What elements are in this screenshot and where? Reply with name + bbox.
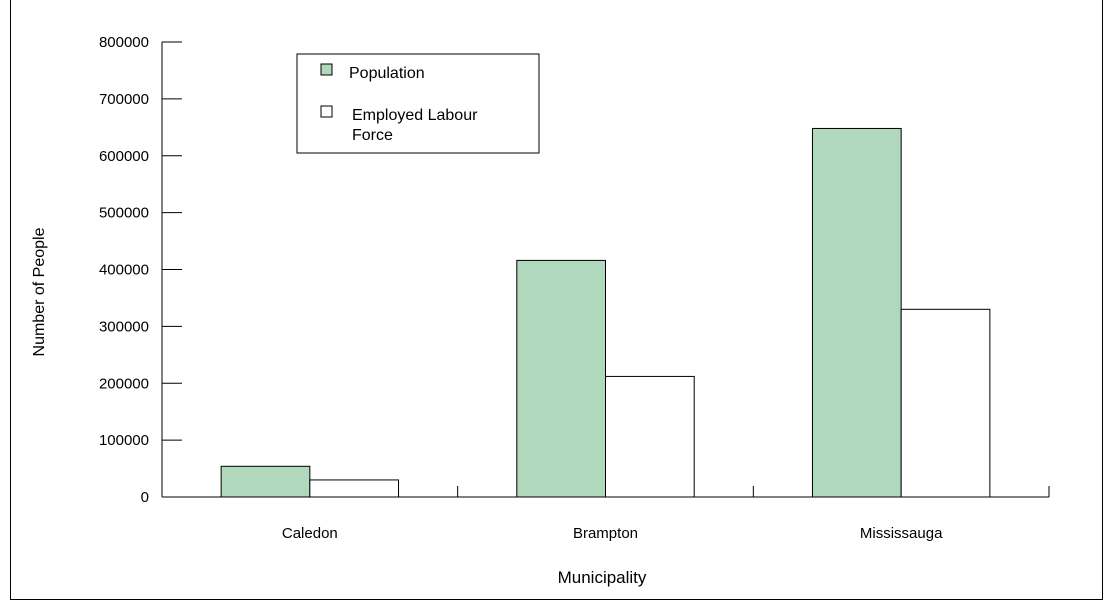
x-axis-label: Municipality (558, 568, 647, 587)
bar-employed-labour-force-mississauga (900, 308, 991, 498)
y-axis: 0 100000 200000 300000 400000 500000 600000 700… (99, 34, 182, 506)
legend-swatch-population (320, 63, 333, 76)
y-tick-label: 0 (141, 489, 149, 506)
y-tick-label: 500000 (99, 205, 149, 222)
legend-label-population: Population (349, 65, 425, 82)
x-tick-label: Caledon (282, 525, 338, 542)
legend-swatch-employed-labour-force (320, 105, 333, 118)
y-tick-label: 100000 (99, 432, 149, 449)
y-tick-label: 600000 (99, 148, 149, 165)
legend-label-employed-labour-force: Employed Labour Force (352, 107, 482, 144)
y-tick-label: 800000 (99, 34, 149, 51)
y-tick-label: 300000 (99, 318, 149, 335)
bar-population-brampton (516, 259, 606, 498)
chart-frame (10, 0, 1103, 600)
y-tick-label: 700000 (99, 91, 149, 108)
bars (220, 127, 991, 498)
legend-label-employed-labour-force-line1: Employed Labour (352, 107, 478, 124)
x-tick-label: Mississauga (860, 525, 943, 542)
legend-label-employed-labour-force-line2: Force (352, 127, 393, 144)
legend-box (296, 53, 540, 154)
bar-employed-labour-force-brampton (605, 375, 695, 498)
bar-population-mississauga (811, 127, 902, 498)
bar-employed-labour-force-caledon (309, 479, 400, 498)
y-tick-label: 400000 (99, 262, 149, 279)
y-tick-label: 200000 (99, 375, 149, 392)
bar-population-caledon (220, 465, 311, 498)
y-axis-label: Number of People (31, 227, 48, 356)
legend: Population Employed Labour Force (296, 53, 540, 154)
x-tick-label: Brampton (573, 525, 638, 542)
